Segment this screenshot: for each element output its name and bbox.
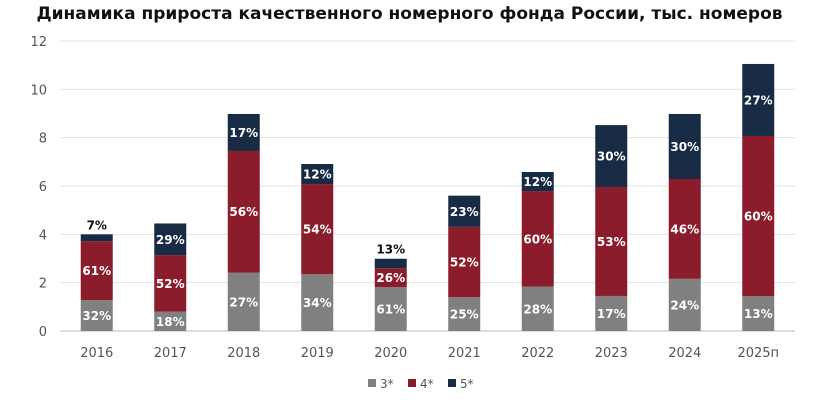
legend-label: 4* — [420, 377, 434, 391]
bar-segment-3star — [595, 295, 628, 331]
bar-segment-3star — [374, 287, 407, 331]
data-label: 27% — [744, 93, 773, 107]
data-label: 61% — [376, 303, 405, 317]
data-label: 27% — [229, 295, 258, 309]
data-label: 29% — [156, 233, 185, 247]
bar-segment-3star — [80, 300, 113, 331]
legend-swatch — [408, 379, 416, 387]
chart-title: Динамика прироста качественного номерног… — [36, 4, 783, 24]
bar-segment-5star — [154, 223, 187, 256]
x-tick-label: 2018 — [227, 346, 260, 361]
bar-segment-4star — [521, 191, 554, 287]
y-tick-label: 6 — [39, 180, 47, 195]
bar-segment-5star — [227, 113, 260, 151]
legend-swatch — [368, 379, 376, 387]
data-label: 7% — [87, 218, 107, 232]
bar-segment-4star — [80, 241, 113, 301]
bar-segment-5star — [301, 164, 334, 185]
data-label: 25% — [450, 308, 479, 322]
data-label: 60% — [744, 210, 773, 224]
bar-segment-4star — [668, 178, 701, 279]
data-label: 12% — [303, 168, 332, 182]
x-tick-label: 2025п — [737, 346, 779, 361]
bar-segment-3star — [154, 311, 187, 331]
data-label: 28% — [523, 302, 552, 316]
bar-segment-5star — [668, 113, 701, 179]
data-label: 23% — [450, 205, 479, 219]
data-label: 30% — [670, 140, 699, 154]
x-tick-label: 2016 — [80, 346, 113, 361]
bar-segment-4star — [595, 186, 628, 296]
legend-label: 3* — [380, 377, 394, 391]
bar-segment-3star — [521, 286, 554, 331]
data-label: 34% — [303, 296, 332, 310]
x-tick-label: 2017 — [154, 346, 187, 361]
data-label: 12% — [523, 175, 552, 189]
data-label: 52% — [450, 256, 479, 270]
data-label: 56% — [229, 205, 258, 219]
bar-segment-4star — [742, 135, 775, 297]
bar-segment-5star — [80, 234, 113, 242]
data-label: 17% — [229, 126, 258, 140]
data-label: 53% — [597, 235, 626, 249]
legend-swatch — [448, 379, 456, 387]
y-tick-label: 0 — [39, 325, 47, 340]
bar-segment-5star — [374, 258, 407, 269]
legend-label: 5* — [460, 377, 474, 391]
data-label: 30% — [597, 150, 626, 164]
data-label: 46% — [670, 222, 699, 236]
data-label: 60% — [523, 232, 552, 246]
x-tick-label: 2023 — [595, 346, 628, 361]
data-label: 18% — [156, 315, 185, 329]
y-tick-label: 10 — [30, 83, 47, 98]
bar-segment-4star — [227, 150, 260, 273]
data-label: 52% — [156, 277, 185, 291]
bar-segment-3star — [301, 274, 334, 331]
data-label: 24% — [670, 298, 699, 312]
bar-segment-5star — [595, 125, 628, 187]
x-tick-label: 2022 — [521, 346, 554, 361]
data-label: 17% — [597, 307, 626, 321]
bar-segment-3star — [668, 278, 701, 331]
bar-segment-4star — [301, 184, 334, 275]
data-label: 26% — [376, 271, 405, 285]
data-label: 13% — [376, 243, 405, 257]
x-tick-label: 2020 — [374, 346, 407, 361]
x-tick-label: 2019 — [301, 346, 334, 361]
bar-segment-4star — [154, 255, 187, 312]
bar-segment-5star — [521, 171, 554, 192]
data-label: 61% — [82, 264, 111, 278]
data-label: 54% — [303, 223, 332, 237]
x-tick-label: 2021 — [448, 346, 481, 361]
bar-segment-3star — [742, 296, 775, 331]
y-tick-label: 8 — [39, 132, 47, 147]
data-label: 32% — [82, 309, 111, 323]
x-tick-label: 2024 — [668, 346, 701, 361]
bar-segment-4star — [448, 226, 481, 298]
y-tick-label: 12 — [30, 35, 47, 50]
y-tick-label: 2 — [39, 277, 47, 292]
bar-segment-3star — [448, 297, 481, 331]
data-label: 13% — [744, 307, 773, 321]
bar-segment-5star — [742, 63, 775, 136]
bar-segment-5star — [448, 195, 481, 227]
y-tick-label: 4 — [39, 228, 47, 243]
bar-segment-3star — [227, 272, 260, 331]
bar-segment-4star — [374, 268, 407, 288]
